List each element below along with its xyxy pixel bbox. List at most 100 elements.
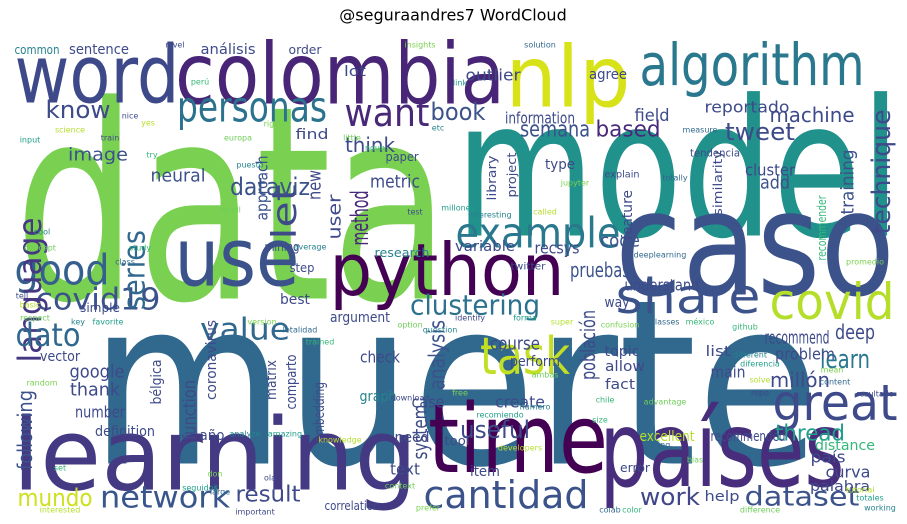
word: don	[207, 470, 222, 479]
word: user	[325, 194, 346, 240]
word: word	[15, 29, 180, 122]
word: use	[175, 212, 300, 305]
word: list	[706, 344, 732, 360]
word: curva	[826, 463, 871, 482]
word: favorite	[93, 318, 124, 327]
word: coronavirus	[204, 320, 220, 400]
word: noun	[365, 144, 385, 153]
word: tell	[16, 292, 29, 301]
word: data	[15, 48, 450, 363]
word: technique	[867, 110, 897, 235]
word: mundo	[18, 484, 93, 512]
word: tweet	[725, 118, 795, 146]
word: trained	[306, 338, 335, 347]
word: dataset	[745, 482, 860, 513]
word: nivel	[165, 41, 184, 50]
word: thread	[775, 422, 845, 447]
word: best	[280, 292, 310, 308]
word: task	[480, 327, 570, 387]
word: measure	[683, 126, 718, 135]
word: let	[265, 185, 305, 240]
word: perú	[191, 78, 209, 87]
word: respect	[20, 314, 50, 323]
word: right	[264, 120, 283, 129]
word: millones	[441, 204, 475, 213]
word: set	[54, 464, 66, 473]
word: training	[838, 150, 859, 215]
word: ola	[264, 474, 276, 483]
word: good	[15, 246, 110, 295]
word: option	[397, 321, 422, 330]
word: method	[346, 191, 374, 246]
word: number	[75, 403, 125, 422]
word: result	[236, 483, 301, 508]
word: mean	[821, 366, 844, 375]
word: find	[296, 127, 329, 143]
word: forma	[513, 314, 537, 323]
word: recomiendo	[476, 411, 523, 420]
word: outlier	[466, 66, 521, 85]
word: text	[390, 460, 420, 479]
word: insights	[404, 41, 435, 50]
word: topic	[605, 344, 640, 360]
word: average	[294, 243, 327, 252]
word: similarity	[711, 151, 725, 216]
word: pruebas	[570, 258, 630, 282]
word: thing	[650, 441, 671, 450]
word: análisis	[201, 42, 256, 58]
word: function	[180, 380, 201, 440]
word: totales	[856, 494, 883, 503]
word: type	[545, 157, 575, 173]
word: totally	[662, 174, 688, 183]
word: embedding	[312, 382, 328, 442]
word: super	[551, 318, 574, 327]
word: difference	[740, 506, 780, 515]
word: lot	[344, 64, 367, 80]
word: graph	[360, 389, 397, 405]
word: bélgica	[149, 360, 165, 405]
word: población	[576, 310, 600, 380]
word: agree	[589, 67, 627, 83]
word: solve	[750, 376, 771, 385]
word: step	[290, 261, 315, 275]
word: model	[456, 60, 901, 281]
word: check	[360, 348, 401, 367]
word: palabra	[810, 479, 870, 495]
word: millón	[770, 368, 830, 392]
word: learn	[820, 345, 870, 375]
word: field	[635, 106, 670, 126]
word: sentence	[69, 42, 129, 58]
word: dataviz	[230, 173, 310, 201]
word: based	[596, 118, 661, 143]
word: image	[68, 145, 128, 166]
word: prefer	[416, 504, 441, 513]
word: personas	[177, 83, 327, 132]
word: concept	[24, 244, 56, 253]
word: fact	[605, 377, 636, 393]
word: país	[811, 448, 846, 467]
word: solution	[524, 41, 556, 50]
word: covid19	[36, 283, 161, 318]
word: vector	[40, 349, 80, 365]
word: color	[622, 506, 642, 515]
word: add	[760, 173, 790, 194]
word: machine	[770, 103, 855, 127]
word: puesto	[236, 161, 263, 170]
word: tutorial	[846, 486, 875, 495]
word: distance	[815, 438, 875, 454]
word: common	[15, 43, 60, 57]
word: know	[46, 96, 111, 124]
word: called	[533, 208, 557, 217]
word: random	[26, 379, 57, 388]
word: different	[733, 351, 767, 360]
word: project	[505, 152, 519, 197]
word: basic	[20, 301, 41, 310]
word: classes	[651, 318, 680, 327]
word: python	[330, 228, 565, 312]
word: value	[200, 313, 290, 348]
word: code	[600, 231, 640, 252]
word: ambas	[532, 371, 559, 380]
word: repo	[751, 389, 769, 398]
word: nice	[122, 112, 139, 121]
